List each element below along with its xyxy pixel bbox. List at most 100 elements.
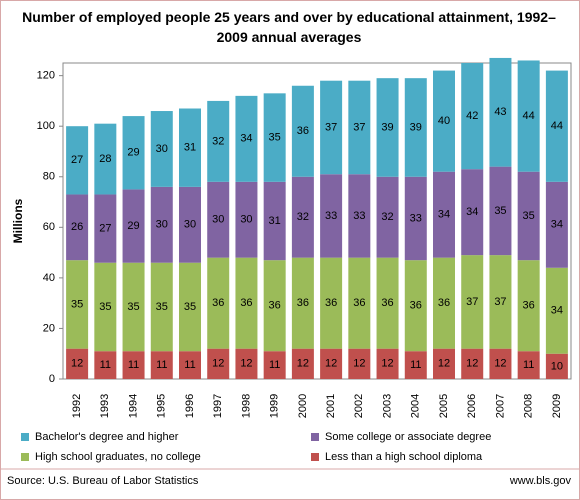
value-label: 12 (212, 358, 224, 370)
bar-segment (122, 262, 145, 352)
legend-label: Less than a high school diploma (325, 451, 483, 463)
bar-segment (517, 60, 540, 172)
y-tick-label: 120 (37, 70, 55, 82)
x-tick-label: 2007 (494, 394, 506, 418)
bar-segment (376, 78, 399, 177)
value-label: 36 (212, 297, 224, 309)
bar-segment (235, 181, 258, 258)
value-label: 12 (240, 358, 252, 370)
x-tick-label: 2009 (551, 394, 563, 418)
value-label: 39 (381, 121, 393, 133)
value-label: 29 (127, 220, 139, 232)
value-label: 11 (523, 359, 534, 371)
bar-segment (263, 181, 286, 261)
x-tick-label: 1997 (212, 394, 224, 418)
bar-segment (404, 78, 427, 177)
bar-segment (122, 116, 145, 190)
value-label: 11 (156, 359, 167, 371)
value-label: 36 (353, 297, 365, 309)
legend-swatch (311, 433, 319, 441)
chart-title: Number of employed people 25 years and o… (22, 9, 556, 45)
x-tick-label: 2004 (410, 394, 422, 418)
bar-segment (150, 111, 173, 187)
bar-segment (94, 351, 117, 379)
bar-segment (348, 174, 371, 258)
value-label: 11 (184, 359, 195, 371)
bar-segment (207, 181, 230, 258)
value-label: 35 (494, 205, 506, 217)
value-label: 10 (551, 360, 563, 372)
plot-frame (62, 62, 572, 380)
bar-segment (263, 93, 286, 182)
value-label: 37 (494, 296, 506, 308)
bar-segment (489, 166, 512, 256)
value-label: 12 (71, 358, 83, 370)
value-label: 44 (551, 120, 563, 132)
value-label: 37 (466, 296, 478, 308)
bar-segment (94, 194, 117, 263)
x-tick-label: 1993 (99, 394, 111, 418)
bar-segment (376, 257, 399, 349)
value-label: 11 (128, 359, 139, 371)
bar-segment (235, 257, 258, 349)
value-label: 28 (99, 153, 111, 165)
value-label: 35 (99, 301, 111, 313)
value-label: 12 (381, 358, 393, 370)
legend-label: High school graduates, no college (35, 451, 201, 463)
bar-segment (545, 353, 568, 379)
value-label: 33 (410, 212, 422, 224)
value-label: 36 (438, 297, 450, 309)
value-label: 36 (269, 300, 281, 312)
bar-segment (545, 267, 568, 354)
bar-segment (517, 171, 540, 261)
value-label: 30 (212, 214, 224, 226)
bar-segment (291, 348, 314, 379)
value-label: 11 (269, 359, 280, 371)
value-label: 26 (71, 221, 83, 233)
value-label: 37 (353, 121, 365, 133)
value-label: 36 (325, 297, 337, 309)
bar-segment (263, 260, 286, 352)
bar-segment (433, 171, 455, 258)
value-label: 32 (381, 211, 393, 223)
y-tick-label: 40 (43, 272, 55, 284)
value-label: 32 (297, 211, 309, 223)
x-tick-label: 1999 (269, 394, 281, 418)
bar-segment (433, 348, 455, 379)
x-tick-label: 1995 (156, 394, 168, 418)
value-label: 34 (551, 219, 563, 231)
x-tick-label: 1994 (127, 394, 139, 418)
value-label: 32 (212, 135, 224, 147)
bar-segment (376, 348, 399, 379)
y-tick-label: 20 (43, 322, 55, 334)
value-label: 11 (410, 359, 421, 371)
value-label: 33 (353, 210, 365, 222)
value-label: 12 (494, 358, 506, 370)
bar-segment (320, 80, 343, 175)
bar-segment (179, 108, 201, 187)
legend-swatch (21, 433, 29, 441)
bar-segment (94, 123, 117, 195)
value-label: 36 (523, 300, 535, 312)
bar-segment (489, 57, 512, 167)
x-tick-label: 2000 (297, 394, 309, 418)
bar-segment (348, 257, 371, 349)
value-label: 36 (381, 297, 393, 309)
value-label: 36 (240, 297, 252, 309)
bar-segment (320, 257, 343, 349)
y-tick-label: 100 (37, 120, 55, 132)
bar-segment (404, 351, 427, 379)
bar-segment (207, 100, 230, 182)
bar-segment (235, 95, 258, 182)
bar-segment (150, 186, 173, 263)
value-label: 27 (71, 154, 83, 166)
value-label: 35 (523, 210, 535, 222)
value-label: 34 (466, 206, 478, 218)
bar-segment (461, 348, 484, 379)
value-label: 35 (127, 301, 139, 313)
value-label: 34 (240, 133, 252, 145)
bar-segment (433, 257, 455, 349)
x-tick-label: 1996 (184, 394, 196, 418)
value-label: 35 (71, 298, 83, 310)
